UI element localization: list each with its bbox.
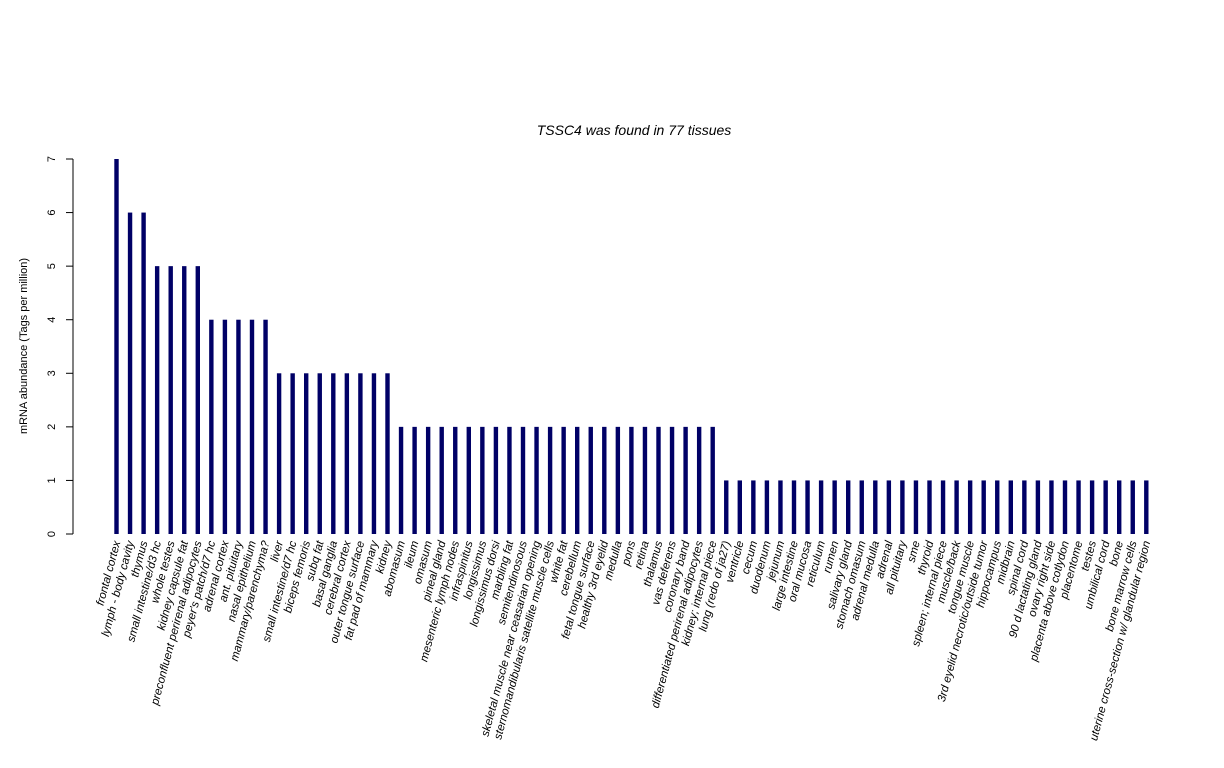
bar (154, 266, 160, 534)
y-tick-label: 2 (46, 424, 58, 430)
bar (778, 480, 783, 534)
bar (913, 480, 919, 534)
bar (480, 426, 485, 534)
bar (886, 480, 892, 534)
bar (547, 426, 553, 534)
bar (900, 480, 905, 534)
bar (1103, 480, 1108, 534)
bar (575, 426, 580, 534)
bar (846, 480, 851, 534)
bar (954, 480, 959, 534)
bar (832, 480, 837, 534)
bar (656, 426, 661, 534)
bar (1035, 480, 1041, 534)
bar (127, 212, 133, 534)
bar (168, 266, 173, 534)
bar (222, 319, 228, 534)
y-axis-ticks: 0 1 2 3 4 5 6 7 (46, 156, 73, 537)
bar (534, 426, 539, 534)
y-tick-label: 7 (46, 156, 58, 162)
bar (141, 212, 146, 534)
bar (331, 373, 336, 534)
bar (520, 426, 526, 534)
bar (995, 480, 1000, 534)
bar (737, 480, 742, 534)
bar (304, 373, 309, 534)
bar (791, 480, 797, 534)
bar (642, 426, 648, 534)
bar (398, 426, 404, 534)
bar (114, 159, 119, 534)
y-tick-label: 6 (46, 210, 58, 216)
bar (615, 426, 621, 534)
y-tick-label: 4 (46, 317, 58, 323)
bar (805, 480, 810, 534)
bar (317, 373, 322, 534)
bar (696, 426, 702, 534)
y-axis-label: mRNA abundance (Tags per million) (18, 258, 30, 434)
bar (1117, 480, 1122, 534)
bar (371, 373, 377, 534)
bar (182, 266, 187, 534)
bar (1008, 480, 1013, 534)
y-tick-label: 5 (46, 263, 58, 269)
bar (195, 266, 200, 534)
bar (249, 319, 255, 534)
bar (263, 319, 268, 534)
bar (710, 426, 715, 534)
bar (453, 426, 458, 534)
y-tick-label: 3 (46, 370, 58, 376)
bar (927, 480, 932, 534)
bar (425, 426, 431, 534)
bar (385, 373, 390, 534)
bar (1144, 480, 1149, 534)
bar (683, 426, 688, 534)
bar (1022, 480, 1027, 534)
bar (751, 480, 756, 534)
bar (967, 480, 973, 534)
x-tick-label: sme (906, 540, 923, 564)
bar (290, 373, 295, 534)
bar (724, 480, 729, 534)
bar (602, 426, 607, 534)
bar (873, 480, 878, 534)
bar (1049, 480, 1054, 534)
bar (493, 426, 499, 534)
bar (981, 480, 986, 534)
bars (114, 159, 1149, 534)
bar (466, 426, 471, 534)
x-tick-label: liver (269, 539, 286, 564)
y-tick-label: 1 (46, 477, 58, 483)
bar (1062, 480, 1068, 534)
bar (276, 373, 282, 534)
bar (1089, 480, 1095, 534)
bar (439, 426, 444, 534)
bar (669, 426, 675, 534)
bar (764, 480, 770, 534)
y-tick-label: 0 (46, 531, 58, 537)
bar (629, 426, 634, 534)
bar (236, 319, 241, 534)
bar (1130, 480, 1135, 534)
bar (507, 426, 512, 534)
bar (344, 373, 350, 534)
bar (412, 426, 417, 534)
bar (358, 373, 363, 534)
bar (859, 480, 864, 534)
bar (940, 480, 946, 534)
bar (1076, 480, 1081, 534)
chart-title: TSSC4 was found in 77 tissues (537, 122, 732, 138)
bar (561, 426, 566, 534)
bar (209, 319, 214, 534)
bar (818, 480, 824, 534)
bar (588, 426, 593, 534)
